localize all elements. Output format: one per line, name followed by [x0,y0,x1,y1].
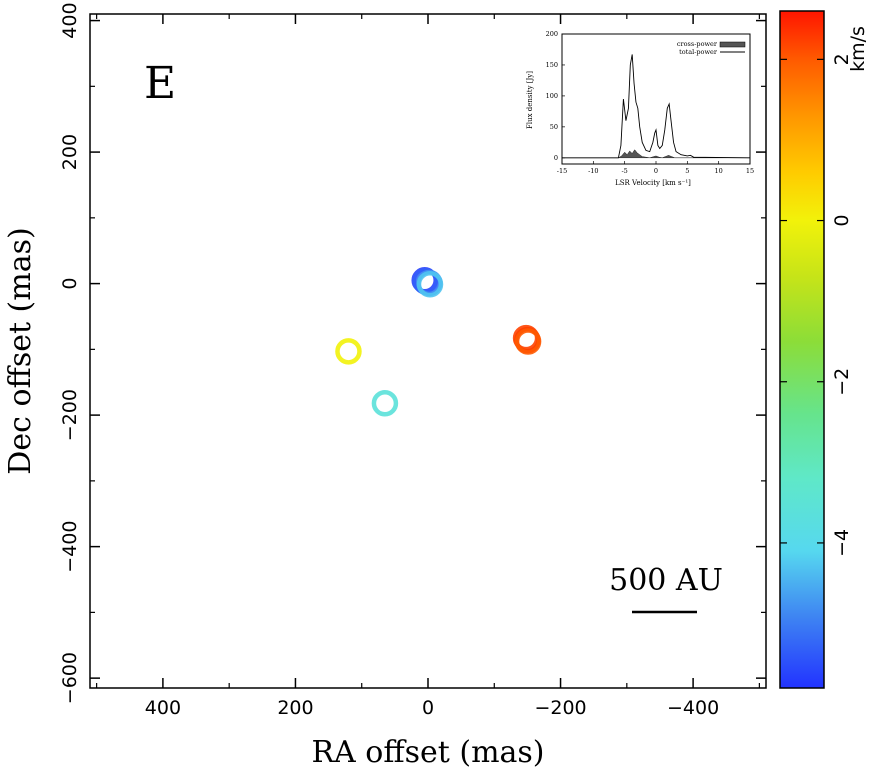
x-tick-label: 400 [145,697,181,719]
inset-legend: cross-power total-power [677,40,746,56]
colorbar-tick-label: −4 [831,529,853,557]
inset-y-axis-label: Flux density [Jy] [526,71,534,129]
inset-x-tick-label: -15 [557,167,567,175]
y-axis-label: Dec offset (mas) [3,227,38,474]
inset-x-tick-label: 10 [715,167,723,175]
inset-x-tick-label: -5 [621,167,627,175]
colorbar-tick-label: 2 [831,53,853,65]
x-axis-label: RA offset (mas) [311,735,544,770]
inset-y-tick-label: 50 [550,123,558,131]
inset-axis-ticks: -15 -10 -5 0 5 10 15 200 150 100 50 0 [546,30,755,175]
inset-series-total-power [562,54,751,159]
maser-spot [514,328,542,355]
x-tick-label: 200 [277,697,313,719]
inset-y-tick-label: 150 [546,61,558,69]
inset-y-tick-label: 200 [546,30,558,38]
maser-spot [371,390,399,417]
inset-frame [561,33,751,165]
x-tick-label: −400 [667,697,719,719]
y-tick-label: −200 [59,389,81,441]
inset-y-tick-label: 100 [546,92,558,100]
scale-bar-label: 500 AU [609,563,723,598]
panel-letter: E [144,58,176,109]
colorbar-ticks: 2 0 −2 −4 [780,53,853,557]
inset-legend-swatch-cross-power [719,41,746,48]
colorbar: 2 0 −2 −4 km/s [779,10,869,689]
inset-x-tick-label: 5 [685,167,689,175]
y-tick-label: −400 [59,521,81,573]
inset-x-tick-label: -10 [588,167,598,175]
maser-spot [416,271,444,298]
colorbar-label: km/s [847,26,869,72]
x-tick-label: −200 [534,697,586,719]
main-axis-ticks: 400 200 0 −200 −400 400 200 0 −200 −400 −600 [59,2,766,719]
inset-legend-label-total-power: total-power [679,48,718,56]
inset-x-tick-label: 15 [746,167,754,175]
y-tick-label: −600 [59,652,81,704]
inset-series-cross-power [562,149,750,159]
maser-spots [335,267,542,417]
y-tick-label: 200 [59,134,81,170]
inset-legend-label-cross-power: cross-power [677,40,718,48]
inset-x-axis-label: LSR Velocity [km s⁻¹] [615,179,691,187]
maser-spot [335,338,362,365]
colorbar-fill [779,10,825,689]
colorbar-tick-label: −2 [831,368,853,396]
y-tick-label: 400 [59,2,81,38]
colorbar-tick-label: 0 [831,215,853,227]
inset-spectrum: -15 -10 -5 0 5 10 15 200 150 100 50 0 cross-power t… [526,30,754,187]
inset-y-tick-label: 0 [554,154,558,162]
x-tick-label: 0 [422,697,434,719]
inset-x-tick-label: 0 [654,167,658,175]
y-tick-label: 0 [59,278,81,290]
